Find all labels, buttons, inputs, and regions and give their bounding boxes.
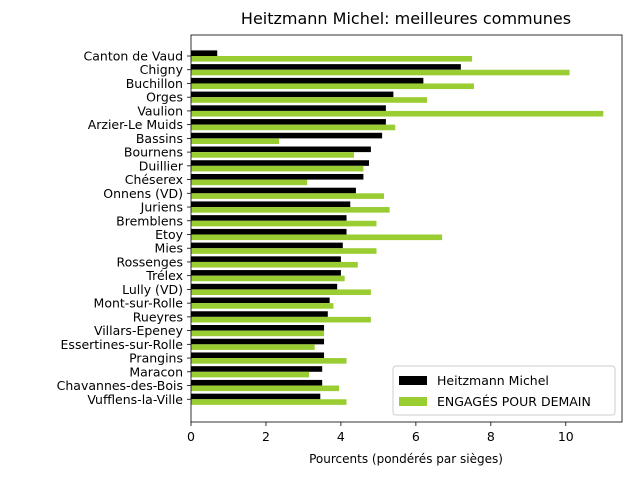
bar-engages <box>191 110 604 117</box>
bar-heitzmann <box>191 311 328 317</box>
y-tick-label: Trélex <box>145 268 183 283</box>
bar-engages <box>191 179 308 186</box>
bar-heitzmann <box>191 393 321 400</box>
bar-heitzmann <box>191 105 386 111</box>
x-tick-label: 6 <box>412 429 420 444</box>
x-axis-title: Pourcents (pondérés par sièges) <box>309 452 503 466</box>
y-tick-label: Buchillon <box>126 76 183 91</box>
bar-heitzmann <box>191 146 371 153</box>
bar-engages <box>191 97 428 103</box>
y-tick-label: Vufflens-la-Ville <box>87 392 183 407</box>
y-tick-label: Vaulion <box>137 103 183 118</box>
y-tick-label: Mont-sur-Rolle <box>94 296 184 311</box>
y-tick-label: Rossenges <box>116 254 183 269</box>
y-tick-label: Essertines-sur-Rolle <box>61 337 184 352</box>
y-tick-label: Chigny <box>140 62 184 77</box>
plot-frame <box>190 34 623 423</box>
bar-heitzmann <box>191 352 325 359</box>
bar-heitzmann <box>191 187 356 194</box>
y-tick-label: Lully (VD) <box>122 282 183 297</box>
x-tick-label: 8 <box>487 429 495 444</box>
bar-engages <box>191 289 371 296</box>
bar-engages <box>191 165 364 172</box>
bar-heitzmann <box>191 338 325 345</box>
bar-engages <box>191 303 334 309</box>
x-tick-label: 0 <box>187 429 195 444</box>
bar-engages <box>191 275 345 282</box>
bar-engages <box>191 248 377 254</box>
bar-heitzmann <box>191 160 370 166</box>
bar-heitzmann <box>191 91 394 98</box>
legend: Heitzmann Michel ENGAGÉS POUR DEMAIN <box>392 365 616 416</box>
bar-heitzmann <box>191 77 424 84</box>
x-tick-label: 4 <box>337 429 345 444</box>
bar-engages <box>191 316 371 323</box>
bar-heitzmann <box>191 297 330 304</box>
bar-heitzmann <box>191 366 323 372</box>
x-tick-label: 2 <box>262 429 270 444</box>
bar-engages <box>191 207 390 213</box>
y-tick-label: Prangins <box>129 351 183 366</box>
axes-layer: Canton de VaudChignyBuchillonOrgesVaulio… <box>57 34 623 444</box>
bar-heitzmann <box>191 228 347 235</box>
bar-heitzmann <box>191 173 364 180</box>
bar-heitzmann <box>191 50 218 56</box>
bar-heitzmann <box>191 215 347 221</box>
bar-engages <box>191 138 280 144</box>
bars-layer <box>191 50 604 405</box>
bar-engages <box>191 56 473 62</box>
legend-swatch <box>399 397 427 406</box>
bar-engages <box>191 234 443 241</box>
y-tick-label: Onnens (VD) <box>103 186 183 201</box>
bar-engages <box>191 385 340 392</box>
bar-heitzmann <box>191 242 343 249</box>
legend-swatch <box>399 376 427 385</box>
y-tick-label: Duillier <box>139 158 184 173</box>
chart-title: Heitzmann Michel: meilleures communes <box>241 9 571 28</box>
y-tick-label: Etoy <box>155 227 183 242</box>
x-tick-label: 10 <box>558 429 574 444</box>
bar-engages <box>191 261 358 268</box>
bar-heitzmann <box>191 132 383 139</box>
bar-engages <box>191 399 347 405</box>
bar-heitzmann <box>191 325 325 331</box>
y-tick-label: Juriens <box>140 200 183 215</box>
y-tick-label: Chéserex <box>125 172 183 187</box>
bar-heitzmann <box>191 119 386 125</box>
bar-heitzmann <box>191 201 351 208</box>
y-tick-label: Mies <box>155 241 183 256</box>
y-tick-label: Arzier-Le Muids <box>88 117 183 132</box>
y-tick-label: Chavannes-des-Bois <box>57 378 183 393</box>
bar-heitzmann <box>191 379 323 386</box>
bar-engages <box>191 124 396 131</box>
bar-engages <box>191 220 377 227</box>
y-tick-label: Maracon <box>129 364 183 379</box>
bar-engages <box>191 83 474 90</box>
y-tick-label: Bassins <box>136 131 183 146</box>
legend-box <box>392 365 616 416</box>
y-tick-label: Bremblens <box>116 213 183 228</box>
legend-label: ENGAGÉS POUR DEMAIN <box>437 394 591 409</box>
y-tick-label: Bournens <box>124 145 183 160</box>
bar-heitzmann <box>191 256 341 262</box>
bar-engages <box>191 193 385 199</box>
bar-engages <box>191 330 325 337</box>
bar-engages <box>191 152 355 158</box>
y-tick-label: Orges <box>146 90 183 105</box>
y-tick-label: Rueyres <box>133 309 183 324</box>
bar-engages <box>191 371 310 378</box>
legend-label: Heitzmann Michel <box>437 373 549 388</box>
bar-heitzmann <box>191 270 341 276</box>
y-tick-label: Canton de Vaud <box>84 49 183 64</box>
bar-heitzmann <box>191 283 338 290</box>
bar-heitzmann <box>191 64 461 70</box>
bar-engages <box>191 344 315 350</box>
y-tick-label: Villars-Epeney <box>94 323 184 338</box>
bar-engages <box>191 358 347 364</box>
bar-engages <box>191 69 570 76</box>
